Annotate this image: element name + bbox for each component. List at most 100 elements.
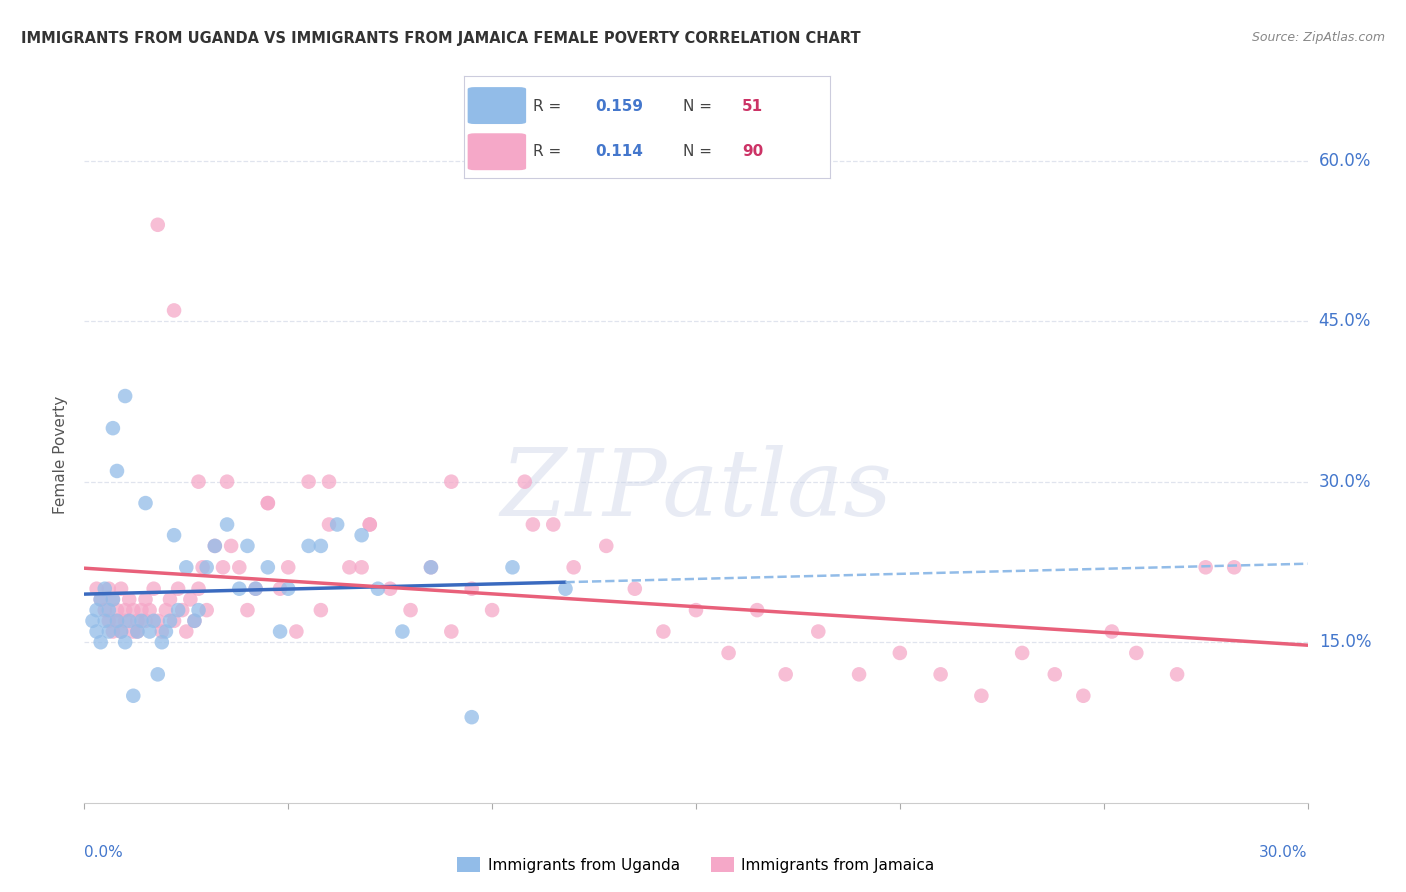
Point — [326, 517, 349, 532]
Point — [146, 667, 169, 681]
Point — [624, 582, 647, 596]
Point — [217, 475, 239, 489]
Point — [359, 517, 381, 532]
Point — [105, 464, 128, 478]
Point — [277, 560, 299, 574]
Point — [481, 603, 503, 617]
Point — [554, 582, 576, 596]
Point — [257, 496, 280, 510]
Point — [114, 614, 136, 628]
FancyBboxPatch shape — [468, 87, 526, 124]
Point — [146, 614, 169, 628]
Point — [380, 582, 402, 596]
Point — [167, 582, 190, 596]
Point — [90, 635, 112, 649]
Point — [245, 582, 267, 596]
Point — [150, 624, 173, 639]
Point — [86, 624, 108, 639]
Text: N =: N = — [683, 99, 717, 114]
Point — [163, 614, 186, 628]
Point — [118, 592, 141, 607]
Point — [245, 582, 267, 596]
Point — [277, 582, 299, 596]
Point — [101, 421, 124, 435]
Point — [97, 603, 120, 617]
Point — [228, 582, 250, 596]
Point — [187, 582, 209, 596]
Text: 45.0%: 45.0% — [1319, 312, 1371, 330]
Text: 90: 90 — [742, 145, 763, 160]
Point — [1011, 646, 1033, 660]
Text: R =: R = — [533, 99, 567, 114]
Y-axis label: Female Poverty: Female Poverty — [53, 396, 69, 514]
Text: 60.0%: 60.0% — [1319, 152, 1371, 169]
Point — [562, 560, 585, 574]
Point — [399, 603, 422, 617]
Point — [970, 689, 993, 703]
Point — [183, 614, 205, 628]
Point — [461, 710, 484, 724]
Point — [420, 560, 443, 574]
Text: R =: R = — [533, 145, 567, 160]
Point — [257, 560, 280, 574]
Point — [93, 603, 115, 617]
Point — [652, 624, 675, 639]
Point — [122, 689, 145, 703]
Point — [114, 635, 136, 649]
Point — [298, 475, 321, 489]
Point — [1166, 667, 1188, 681]
Point — [90, 592, 112, 607]
Point — [97, 582, 120, 596]
Point — [204, 539, 226, 553]
Point — [138, 603, 160, 617]
Point — [179, 592, 201, 607]
Point — [93, 582, 115, 596]
Point — [285, 624, 308, 639]
Point — [257, 496, 280, 510]
Point — [309, 539, 332, 553]
Point — [191, 560, 214, 574]
Point — [1043, 667, 1066, 681]
Point — [513, 475, 536, 489]
Point — [236, 539, 259, 553]
Point — [350, 528, 373, 542]
Point — [114, 389, 136, 403]
Point — [775, 667, 797, 681]
Point — [150, 635, 173, 649]
Point — [204, 539, 226, 553]
Point — [929, 667, 952, 681]
Point — [122, 624, 145, 639]
Point — [1195, 560, 1218, 574]
Point — [146, 218, 169, 232]
Point — [318, 517, 340, 532]
Point — [269, 624, 291, 639]
Point — [86, 603, 108, 617]
Point — [339, 560, 360, 574]
Point — [101, 624, 124, 639]
Point — [101, 592, 124, 607]
Point — [848, 667, 870, 681]
Point — [522, 517, 544, 532]
Point — [159, 592, 181, 607]
Point — [105, 603, 128, 617]
Text: 0.159: 0.159 — [596, 99, 644, 114]
Point — [90, 592, 112, 607]
Point — [174, 624, 197, 639]
Point — [105, 614, 128, 628]
Point — [135, 496, 157, 510]
Point — [298, 539, 321, 553]
Point — [236, 603, 259, 617]
Point — [110, 624, 132, 639]
Text: 15.0%: 15.0% — [1319, 633, 1371, 651]
Point — [93, 614, 115, 628]
Point — [101, 592, 124, 607]
Point — [228, 560, 250, 574]
Text: 30.0%: 30.0% — [1319, 473, 1371, 491]
Point — [114, 603, 136, 617]
Point — [391, 624, 413, 639]
Point — [131, 614, 153, 628]
Point — [440, 475, 463, 489]
Point — [1223, 560, 1246, 574]
Point — [1071, 689, 1094, 703]
Point — [172, 603, 194, 617]
